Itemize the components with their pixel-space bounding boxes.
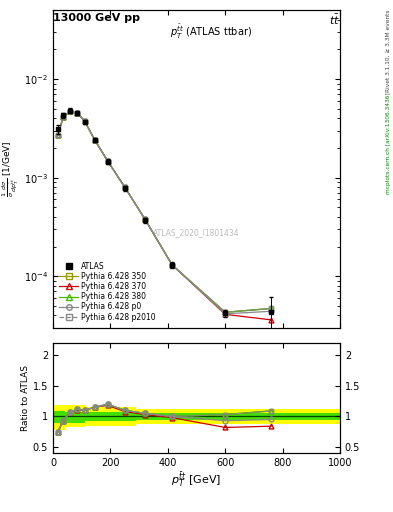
Text: $t\bar{t}$: $t\bar{t}$ [329,13,340,27]
Text: 13000 GeV pp: 13000 GeV pp [53,13,140,23]
Legend: ATLAS, Pythia 6.428 350, Pythia 6.428 370, Pythia 6.428 380, Pythia 6.428 p0, Py: ATLAS, Pythia 6.428 350, Pythia 6.428 37… [57,260,158,324]
Text: mcplots.cern.ch [arXiv:1306.3436]: mcplots.cern.ch [arXiv:1306.3436] [386,93,391,194]
Text: $p_T^{\bar{t}t}$ (ATLAS ttbar): $p_T^{\bar{t}t}$ (ATLAS ttbar) [170,23,252,41]
Y-axis label: Ratio to ATLAS: Ratio to ATLAS [21,365,30,431]
Text: Rivet 3.1.10, ≥ 3.3M events: Rivet 3.1.10, ≥ 3.3M events [386,10,391,93]
Text: ATLAS_2020_I1801434: ATLAS_2020_I1801434 [153,228,240,237]
Y-axis label: $\frac{1}{\sigma}\frac{d\sigma}{dp_T^{\bar{t}t}}$ [1/GeV]: $\frac{1}{\sigma}\frac{d\sigma}{dp_T^{\b… [1,141,21,197]
X-axis label: $p^{\bar{t}t}_{T}$ [GeV]: $p^{\bar{t}t}_{T}$ [GeV] [171,471,222,489]
